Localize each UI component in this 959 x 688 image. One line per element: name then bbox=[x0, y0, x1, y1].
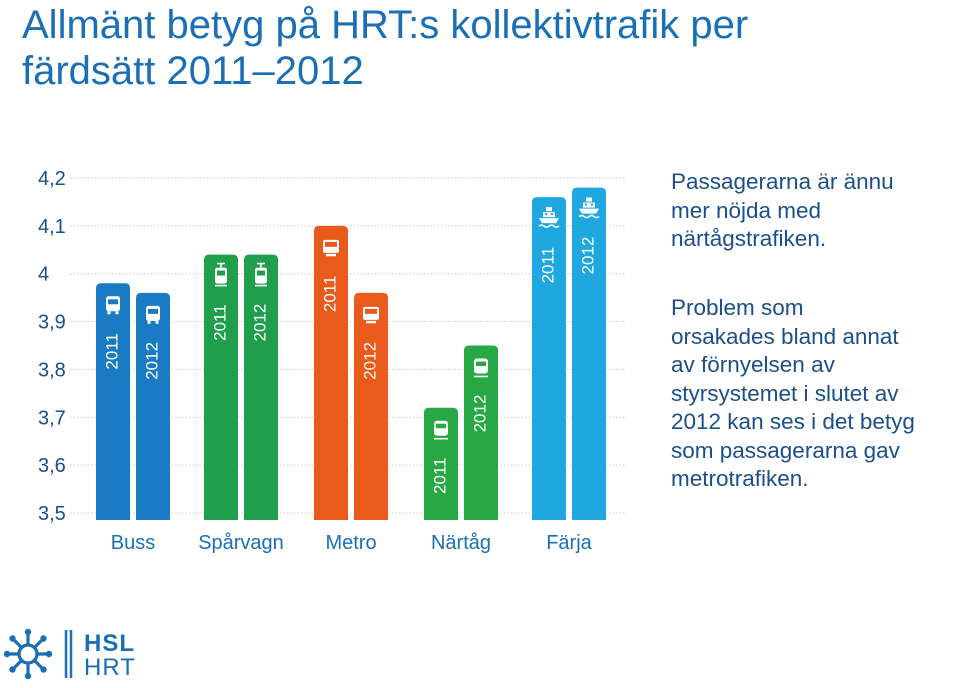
hsl-logo-icon bbox=[3, 628, 73, 680]
chart-title-line2: färdsätt 2011–2012 bbox=[22, 49, 364, 93]
bar-year-label: 2011 bbox=[320, 276, 339, 313]
train-icon bbox=[474, 358, 488, 378]
tram-icon bbox=[215, 262, 227, 287]
bar-metro-2011: 2011 bbox=[314, 225, 348, 520]
note-line: 2012 kan ses i det betyg bbox=[671, 409, 915, 434]
bar bbox=[244, 254, 278, 521]
bar-spårvagn-2011: 2011 bbox=[204, 254, 238, 521]
y-tick-label: 3,6 bbox=[38, 455, 66, 477]
bar-buss-2012: 2012 bbox=[136, 292, 170, 520]
bar bbox=[96, 283, 130, 520]
note-line: som passagerarna gav bbox=[671, 437, 900, 463]
bar bbox=[136, 292, 170, 520]
x-category-label: Buss bbox=[111, 532, 155, 554]
note-line: styrsystemet i slutet av bbox=[671, 380, 899, 406]
x-category-label: Spårvagn bbox=[198, 532, 284, 554]
y-tick-label: 4,2 bbox=[38, 168, 66, 190]
note-line: orsakades bland annat bbox=[671, 323, 899, 349]
chart-title-line1: Allmänt betyg på HRT:s kollektivtrafik p… bbox=[22, 3, 749, 47]
bar-year-label: 2012 bbox=[578, 237, 597, 275]
bar-chart: 4,2 4,1 4 3,9 3,8 3,7 3,6 3,5 2011 2012 Buss 2011 20… bbox=[38, 168, 625, 554]
bar-year-label: 2012 bbox=[470, 395, 489, 433]
note-line: metrotrafiken. bbox=[671, 466, 809, 491]
note-line: av förnyelsen av bbox=[671, 352, 835, 377]
y-tick-label: 4 bbox=[38, 264, 49, 286]
bar-färja-2012: 2012 bbox=[572, 187, 606, 521]
ferry-icon bbox=[538, 207, 560, 228]
bar bbox=[424, 407, 458, 520]
note-line: närtågstrafiken. bbox=[671, 226, 827, 251]
bus-icon bbox=[146, 305, 160, 324]
logo-text-hrt: HRT bbox=[84, 654, 136, 681]
train-icon bbox=[434, 420, 448, 440]
y-tick-label: 3,7 bbox=[38, 407, 66, 429]
bar-year-label: 2012 bbox=[142, 342, 161, 380]
bar-year-label: 2012 bbox=[360, 342, 379, 380]
bar-year-label: 2012 bbox=[250, 304, 269, 342]
bar-year-label: 2011 bbox=[210, 304, 229, 341]
note-line: Passagerarna är ännu bbox=[671, 169, 894, 194]
bar bbox=[464, 345, 498, 520]
logo-text-hsl: HSL bbox=[84, 630, 135, 657]
x-category-label: Färja bbox=[546, 532, 592, 554]
metro-icon bbox=[363, 306, 379, 324]
y-tick-label: 4,1 bbox=[38, 216, 66, 238]
note-line: Problem som bbox=[671, 295, 804, 320]
note-metro: Problem som orsakades bland annat av för… bbox=[671, 294, 915, 494]
bar bbox=[572, 187, 606, 521]
bar-year-label: 2011 bbox=[102, 333, 121, 370]
bar-färja-2011: 2011 bbox=[532, 197, 566, 520]
metro-icon bbox=[323, 239, 339, 257]
bus-icon bbox=[106, 296, 120, 315]
y-tick-label: 3,8 bbox=[38, 359, 66, 381]
bar-metro-2012: 2012 bbox=[354, 292, 388, 520]
bar bbox=[204, 254, 238, 521]
bar-year-label: 2011 bbox=[538, 247, 557, 284]
note-line: mer nöjda med bbox=[671, 197, 822, 223]
bar-year-label: 2011 bbox=[430, 457, 449, 494]
bar-närtåg-2012: 2012 bbox=[464, 345, 498, 520]
bar-närtåg-2011: 2011 bbox=[424, 407, 458, 520]
chart-title: Allmänt betyg på HRT:s kollektivtrafik p… bbox=[22, 2, 952, 94]
x-category-label: Närtåg bbox=[431, 532, 491, 554]
bar-spårvagn-2012: 2012 bbox=[244, 254, 278, 521]
x-category-label: Metro bbox=[325, 532, 376, 554]
tram-icon bbox=[255, 262, 267, 287]
bar bbox=[314, 225, 348, 520]
y-tick-label: 3,9 bbox=[38, 312, 66, 334]
hsl-hrt-logo: HSL HRT bbox=[0, 620, 150, 683]
note-nartag: Passagerarna är ännu mer nöjda med närtå… bbox=[671, 168, 894, 254]
bar-buss-2011: 2011 bbox=[96, 283, 130, 520]
bar bbox=[532, 197, 566, 520]
ferry-icon bbox=[578, 197, 600, 219]
bar bbox=[354, 292, 388, 520]
y-tick-label: 3,5 bbox=[38, 503, 66, 525]
